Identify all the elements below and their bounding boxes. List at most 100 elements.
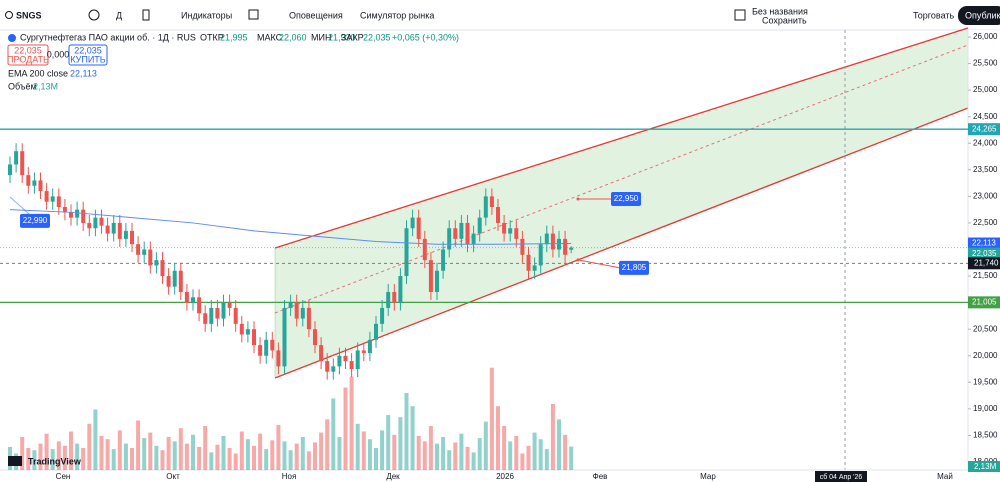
crosshair-label: 21,740 [974,258,999,267]
templates-icon[interactable] [248,9,259,20]
candle-body [258,345,263,356]
volume-bar [447,450,452,470]
y-tick-label: 21,500 [973,271,998,280]
volume-bar [508,441,513,470]
volume-bar [221,435,226,470]
ema-line [9,209,572,245]
chart-type-icon[interactable] [142,9,150,21]
volume-bar [337,437,342,470]
candle-body [355,350,360,370]
volume-bar [465,446,470,470]
volume-bar [209,452,214,470]
volume-bar [270,440,275,470]
volume-bar [398,417,403,470]
volume-bar [276,424,281,470]
volume-bar [386,415,391,470]
candle-body [544,233,549,245]
volume-bar [569,446,574,470]
last-price-label: 22,035 [972,249,997,258]
candle-body [166,276,171,287]
level-badge [968,123,1000,136]
channel-upper [274,27,969,249]
sell-label: ПРОДАТЬ [7,54,49,64]
volume-bar [111,449,116,470]
ohlc-label: МИН [311,32,331,42]
add-symbol-icon[interactable] [88,9,100,21]
crosshair-date-badge [815,471,867,482]
x-tick-label: Фев [593,472,608,481]
volume-bar [306,451,311,470]
candle-body [306,307,311,330]
candle-body [380,307,385,324]
candle-body [252,329,256,346]
search-icon[interactable] [5,11,13,19]
candle-body [221,302,226,319]
candle-body [14,151,19,165]
symbol[interactable]: SNGS [16,10,42,20]
candle-body [550,233,555,250]
layout-icon[interactable] [734,9,746,21]
trade-button[interactable]: Торговать [913,10,955,20]
volume-bar [459,433,464,470]
volume-bar [252,445,256,470]
y-tick-label: 25,500 [973,59,998,68]
indicators[interactable]: Индикаторы [181,10,232,20]
volume-bar [294,443,299,470]
ema-value: 22,113 [70,68,97,78]
y-tick-label: 25,000 [973,85,998,94]
candle-body [270,339,275,351]
candle-body [117,222,122,239]
candle-body [154,260,159,266]
candle-body [99,217,104,226]
candle-body [422,238,427,261]
volume-bar [245,439,250,470]
candle-body [75,209,80,218]
candle-body [93,217,98,229]
volume-bar [50,449,55,470]
candle-body [233,307,238,324]
candle-body [209,307,214,324]
volume-bar [380,430,385,470]
legend: Сургутнефтегаз ПАО акции об. · 1Д · RUS … [7,32,459,91]
candle-body [239,323,244,335]
volume-bar [355,423,360,470]
publish-button[interactable]: Опубликовать [965,10,1000,20]
alerts[interactable]: Оповещения [289,10,343,20]
replay[interactable]: Симулятор рынка [360,10,434,20]
buy-button[interactable] [68,44,108,66]
volume-bar [166,437,171,470]
layout-name[interactable]: Без названия [752,6,808,16]
candle-body [465,222,470,245]
candle-body [471,233,476,245]
price-mark-badge [611,192,641,207]
interval[interactable]: Д [116,10,122,20]
volume-bar [105,439,110,470]
candle-body [325,361,330,372]
price-mark-point [576,258,580,262]
volume-bar [483,421,488,470]
ohlc-value: 22,035 [363,32,391,42]
candle-body [447,228,452,250]
volume-bar [184,443,189,470]
change: +0,065 (+0,30%) [392,32,459,42]
sell-button[interactable] [7,44,49,66]
volume-bar [20,437,25,470]
y-tick-label: 20,000 [973,351,998,360]
volume-bar [87,423,92,470]
volume-bar [154,445,159,470]
y-tick-label: 19,500 [973,377,998,386]
volume-bar [435,443,439,470]
volume-bar [514,435,519,470]
volume-bar [215,444,220,470]
volume-bar [178,428,183,470]
publish-button-bg[interactable] [958,6,1000,25]
volume-bar [532,432,537,470]
candle-body [294,302,299,319]
channel-mid [274,44,969,314]
volume-bar [62,445,67,470]
price-mark-label: 22,950 [614,194,639,203]
volume-bar [26,448,31,470]
watermark-logo [8,456,22,466]
volume-bar [367,439,372,470]
